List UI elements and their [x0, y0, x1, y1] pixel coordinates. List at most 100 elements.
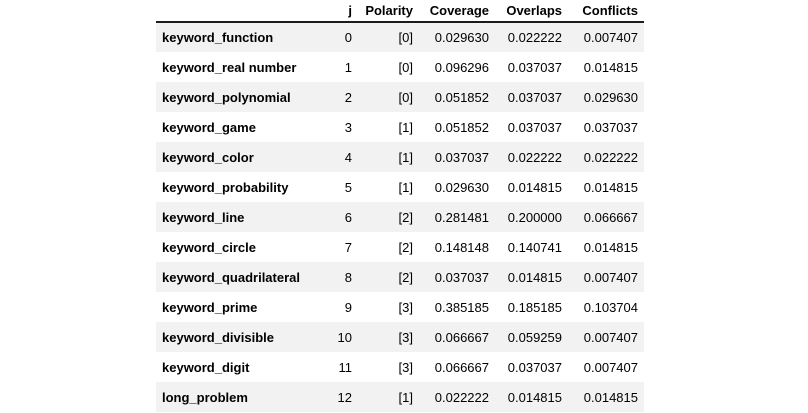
cell-conflicts: 0.007407 — [583, 329, 638, 345]
cell-overlaps: 0.037037 — [507, 59, 562, 75]
table-row: keyword_line 6 [2] 0.281481 0.200000 0.066667 — [156, 202, 644, 232]
cell-coverage: 0.029630 — [434, 179, 489, 195]
row-label: keyword_game — [162, 119, 256, 135]
dataframe-output: j Polarity Coverage Overlaps Conflicts k… — [156, 0, 644, 412]
index-column-header — [156, 0, 324, 23]
cell-coverage: 0.051852 — [434, 89, 489, 105]
cell-conflicts: 0.014815 — [583, 239, 638, 255]
table-row: long_problem 12 [1] 0.022222 0.014815 0.01481… — [156, 382, 644, 412]
row-label: keyword_prime — [162, 299, 258, 315]
row-label: keyword_divisible — [162, 329, 274, 345]
cell-overlaps: 0.014815 — [507, 179, 562, 195]
cell-coverage: 0.281481 — [434, 209, 489, 225]
cell-j: 0 — [344, 30, 352, 45]
cell-j: 10 — [337, 329, 352, 345]
cell-coverage: 0.022222 — [434, 389, 489, 405]
cell-conflicts: 0.103704 — [583, 299, 638, 315]
cell-overlaps: 0.059259 — [507, 329, 562, 345]
cell-coverage: 0.066667 — [434, 359, 489, 375]
cell-coverage: 0.029630 — [434, 30, 489, 45]
cell-polarity: [0] — [398, 59, 413, 75]
row-label: keyword_circle — [162, 239, 256, 255]
cell-coverage: 0.385185 — [434, 299, 489, 315]
cell-coverage: 0.096296 — [434, 59, 489, 75]
cell-conflicts: 0.014815 — [583, 389, 638, 405]
cell-conflicts: 0.007407 — [583, 269, 638, 285]
table-header-row: j Polarity Coverage Overlaps Conflicts — [156, 0, 644, 23]
cell-j: 2 — [344, 89, 352, 105]
cell-polarity: [0] — [398, 30, 413, 45]
cell-overlaps: 0.037037 — [507, 119, 562, 135]
cell-polarity: [2] — [398, 269, 413, 285]
cell-j: 5 — [344, 179, 352, 195]
table-row: keyword_divisible 10 [3] 0.066667 0.059259 0.… — [156, 322, 644, 352]
table-body: keyword_function 0 [0] 0.029630 0.022222 0.00… — [156, 22, 644, 412]
cell-polarity: [1] — [398, 119, 413, 135]
row-label: keyword_color — [162, 149, 254, 165]
cell-overlaps: 0.185185 — [507, 299, 562, 315]
column-header-overlaps: Overlaps — [489, 0, 562, 23]
cell-overlaps: 0.022222 — [507, 149, 562, 165]
cell-conflicts: 0.014815 — [583, 59, 638, 75]
column-header-polarity: Polarity — [352, 0, 413, 23]
cell-conflicts: 0.022222 — [583, 149, 638, 165]
cell-j: 9 — [344, 299, 352, 315]
cell-conflicts: 0.037037 — [583, 119, 638, 135]
table-row: keyword_polynomial 2 [0] 0.051852 0.037037 0.… — [156, 82, 644, 112]
cell-polarity: [1] — [398, 179, 413, 195]
table-row: keyword_prime 9 [3] 0.385185 0.185185 0.10370… — [156, 292, 644, 322]
table-row: keyword_circle 7 [2] 0.148148 0.140741 0.0148… — [156, 232, 644, 262]
row-label: long_problem — [162, 389, 248, 405]
cell-j: 12 — [337, 389, 352, 405]
dataframe-table: j Polarity Coverage Overlaps Conflicts k… — [156, 0, 644, 412]
cell-coverage: 0.148148 — [434, 239, 489, 255]
cell-coverage: 0.051852 — [434, 119, 489, 135]
cell-j: 8 — [344, 269, 352, 285]
table-row: keyword_function 0 [0] 0.029630 0.022222 0.00… — [156, 22, 644, 52]
column-header-coverage: Coverage — [413, 0, 489, 23]
table-row: keyword_game 3 [1] 0.051852 0.037037 0.037037 — [156, 112, 644, 142]
row-label: keyword_real number — [162, 59, 297, 75]
row-label: keyword_probability — [162, 179, 289, 195]
row-label: keyword_line — [162, 209, 245, 225]
table-row: keyword_digit 11 [3] 0.066667 0.037037 0.0074… — [156, 352, 644, 382]
cell-polarity: [2] — [398, 209, 413, 225]
cell-overlaps: 0.014815 — [507, 269, 562, 285]
cell-polarity: [1] — [398, 389, 413, 405]
cell-conflicts: 0.066667 — [583, 209, 638, 225]
cell-j: 1 — [344, 59, 352, 75]
column-header-j: j — [324, 0, 352, 23]
table-row: keyword_real number 1 [0] 0.096296 0.037037 0… — [156, 52, 644, 82]
cell-j: 11 — [338, 359, 353, 375]
cell-overlaps: 0.037037 — [507, 359, 562, 375]
table-row: keyword_probability 5 [1] 0.029630 0.014815 0… — [156, 172, 644, 202]
cell-polarity: [3] — [398, 359, 413, 375]
cell-j: 6 — [344, 209, 352, 225]
column-header-conflicts: Conflicts — [562, 0, 644, 23]
cell-j: 4 — [344, 149, 352, 165]
cell-overlaps: 0.037037 — [507, 89, 562, 105]
cell-coverage: 0.066667 — [434, 329, 489, 345]
cell-coverage: 0.037037 — [434, 269, 489, 285]
cell-overlaps: 0.014815 — [507, 389, 562, 405]
cell-j: 7 — [344, 239, 352, 255]
cell-conflicts: 0.029630 — [583, 89, 638, 105]
cell-overlaps: 0.200000 — [507, 209, 562, 225]
cell-overlaps: 0.140741 — [507, 239, 562, 255]
row-label: keyword_function — [162, 30, 274, 45]
cell-conflicts: 0.007407 — [583, 30, 638, 45]
table-row: keyword_color 4 [1] 0.037037 0.022222 0.02222… — [156, 142, 644, 172]
cell-polarity: [3] — [398, 329, 413, 345]
cell-polarity: [3] — [398, 299, 413, 315]
table-row: keyword_quadrilateral 8 [2] 0.037037 0.01481… — [156, 262, 644, 292]
cell-polarity: [1] — [398, 149, 413, 165]
row-label: keyword_polynomial — [162, 89, 291, 105]
cell-conflicts: 0.007407 — [583, 359, 638, 375]
cell-conflicts: 0.014815 — [583, 179, 638, 195]
row-label: keyword_digit — [162, 359, 250, 375]
cell-j: 3 — [344, 119, 352, 135]
cell-polarity: [2] — [398, 239, 413, 255]
row-label: keyword_quadrilateral — [162, 269, 300, 285]
cell-coverage: 0.037037 — [434, 149, 489, 165]
cell-overlaps: 0.022222 — [507, 30, 562, 45]
